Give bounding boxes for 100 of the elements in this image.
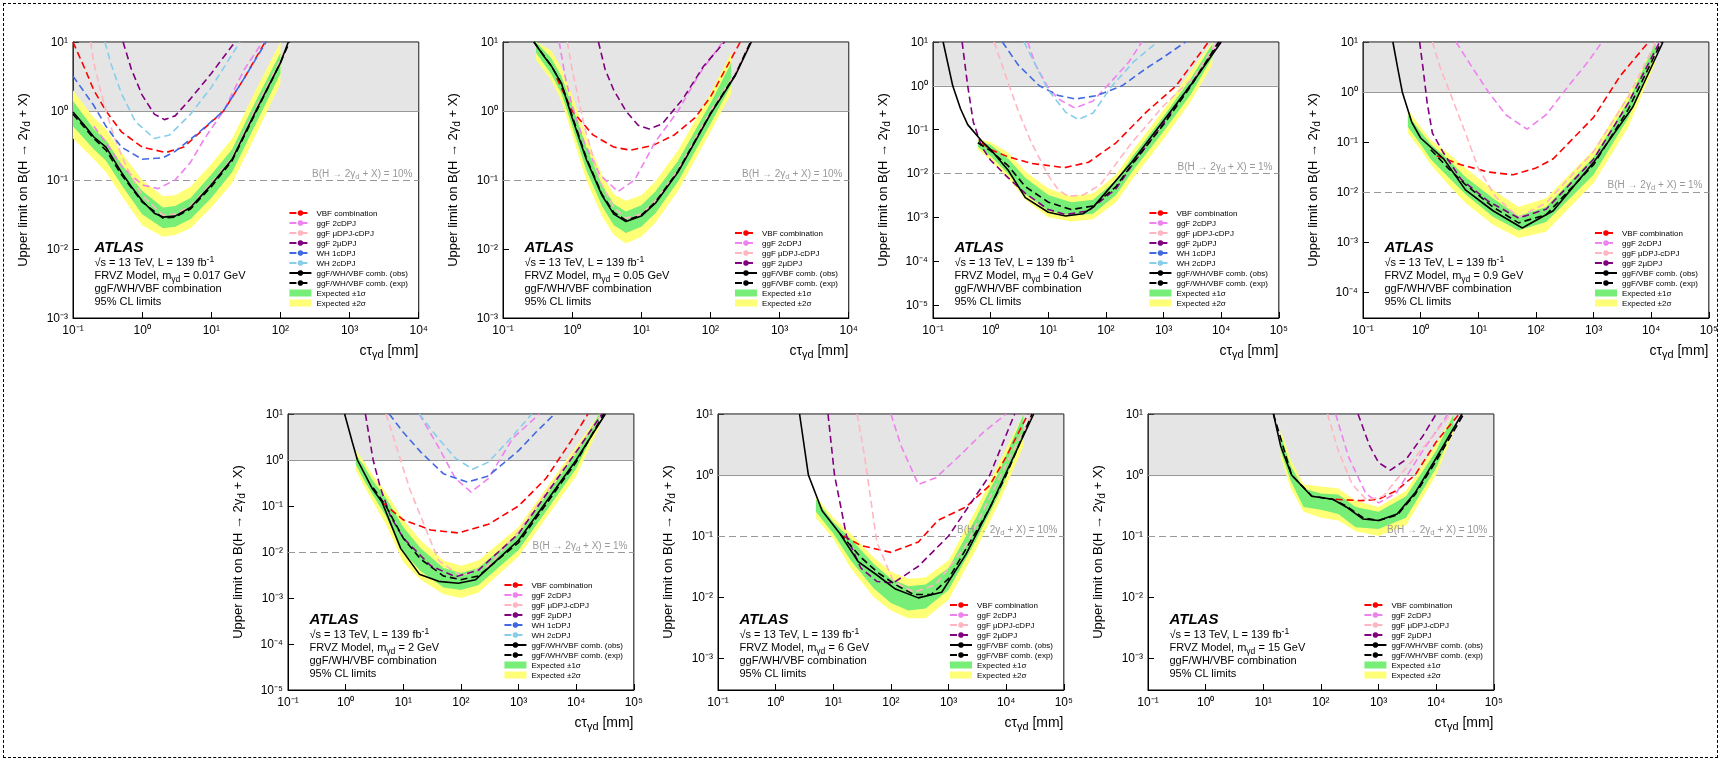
- ref-line-label: B(H → 2γ$_{d}$ + X) = 1%: [1177, 160, 1273, 175]
- legend-label: ggF/WH/VBF comb. (obs): [315, 268, 408, 278]
- legend-label: ggF 2cDPJ: [315, 218, 356, 228]
- x-tick-label: 10⁻¹: [1351, 323, 1374, 337]
- x-tick-label: 10¹: [1469, 323, 1487, 337]
- x-tick-label: 10¹: [202, 323, 220, 337]
- legend-label: ggF/WH/VBF comb. (exp): [1390, 650, 1483, 660]
- y-tick-label: 10⁻²: [476, 242, 498, 256]
- x-tick-label: 10¹: [824, 695, 842, 709]
- x-tick-label: 10²: [1096, 323, 1115, 337]
- y-tick-label: 10⁻³: [906, 210, 928, 225]
- annotation: 95% CL limits: [739, 667, 807, 680]
- x-tick-label: 10²: [701, 323, 719, 337]
- ref-line-label: B(H → 2γ$_{d}$ + X) = 10%: [312, 167, 413, 181]
- legend-label: ggF 2cDPJ: [1621, 238, 1662, 248]
- legend-label: ggF/VBF comb. (exp): [976, 650, 1053, 660]
- annotation: √s = 13 TeV, L = 139 fb$^{-1}$: [309, 626, 430, 641]
- legend-label: ggF/WH/VBF comb. (exp): [315, 278, 408, 288]
- annotation: ggF/WH/VBF combination: [94, 282, 222, 295]
- legend-label: ggF/WH/VBF comb. (obs): [1390, 640, 1483, 650]
- legend-label: VBF combination: [315, 208, 377, 218]
- legend-label: VBF combination: [976, 600, 1038, 610]
- x-tick-label: 10³: [1154, 323, 1172, 337]
- x-tick-label: 10¹: [632, 323, 650, 337]
- x-tick-label: 10³: [770, 323, 788, 337]
- annotation: 95% CL limits: [524, 295, 592, 308]
- y-tick-label: 10⁻¹: [1121, 529, 1143, 544]
- y-tick-label: 10⁰: [910, 78, 928, 93]
- legend-label: VBF combination: [761, 228, 823, 238]
- annotation: FRVZ Model, m$_{γd}$ = 0.017 GeV: [94, 269, 246, 284]
- legend-label: ggF/WH/VBF comb. (exp): [1175, 278, 1268, 288]
- x-tick-label: 10²: [1311, 695, 1330, 709]
- x-tick-label: 10⁰: [766, 695, 784, 709]
- y-tick-label: 10⁰: [265, 453, 283, 467]
- x-tick-label: 10⁴: [1641, 323, 1660, 337]
- legend-label: ggF 2cDPJ: [1175, 218, 1216, 228]
- annotation: ggF/WH/VBF combination: [309, 654, 437, 667]
- x-tick-label: 10²: [451, 695, 470, 709]
- y-tick-label: 10⁰: [1125, 468, 1143, 483]
- y-tick-label: 10¹: [1125, 407, 1143, 421]
- y-tick-label: 10⁻²: [906, 166, 928, 181]
- annotation: ggF/WH/VBF combination: [954, 282, 1082, 295]
- legend-label: ggF 2μDPJ: [315, 238, 357, 248]
- legend-label: Expected ±2σ: [1175, 298, 1226, 308]
- legend-label: ggF 2cDPJ: [530, 590, 571, 600]
- y-tick-label: 10⁻²: [1121, 590, 1143, 605]
- x-tick-label: 10⁵: [1054, 695, 1073, 709]
- x-tick-label: 10⁴: [1211, 323, 1230, 337]
- legend-label: ggF 2cDPJ: [1390, 610, 1431, 620]
- annotation: ggF/WH/VBF combination: [739, 654, 867, 667]
- y-tick-label: 10¹: [50, 35, 68, 49]
- x-tick-label: 10⁵: [624, 695, 643, 709]
- x-tick-label: 10²: [881, 695, 900, 709]
- y-tick-label: 10⁻²: [261, 545, 283, 559]
- legend-label: Expected ±1σ: [315, 288, 366, 298]
- legend-label: Expected ±2σ: [1621, 298, 1671, 308]
- y-tick-label: 10⁻³: [691, 651, 713, 666]
- x-tick-label: 10⁻¹: [1136, 695, 1159, 709]
- legend-label: ggF/WH/VBF comb. (obs): [530, 640, 623, 650]
- annotation: ATLAS: [309, 610, 359, 628]
- legend-label: WH 1cDPJ: [315, 248, 356, 258]
- legend-label: Expected ±1σ: [761, 288, 811, 298]
- x-tick-label: 10⁵: [1269, 323, 1288, 337]
- y-tick-label: 10¹: [1340, 35, 1358, 49]
- x-tick-label: 10⁻¹: [706, 695, 729, 709]
- legend-label: WH 2cDPJ: [315, 258, 356, 268]
- x-tick-label: 10³: [340, 323, 358, 337]
- y-tick-label: 10⁻¹: [1336, 134, 1358, 149]
- ref-line-label: B(H → 2γ$_{d}$ + X) = 10%: [742, 167, 843, 181]
- x-axis-title: cτ$_{γd}$ [mm]: [1434, 714, 1494, 733]
- legend-label: VBF combination: [1621, 228, 1683, 238]
- legend-label: VBF combination: [530, 580, 592, 590]
- y-tick-label: 10⁻⁵: [260, 683, 283, 697]
- x-axis-title: cτ$_{γd}$ [mm]: [359, 342, 419, 361]
- annotation: FRVZ Model, m$_{γd}$ = 6 GeV: [739, 641, 870, 656]
- y-tick-label: 10⁻⁴: [904, 254, 928, 269]
- y-tick-label: 10⁻³: [1121, 651, 1143, 666]
- x-tick-label: 10¹: [1039, 323, 1057, 337]
- y-tick-label: 10⁻²: [691, 590, 713, 605]
- annotation: FRVZ Model, m$_{γd}$ = 15 GeV: [1169, 641, 1306, 656]
- legend-label: WH 1cDPJ: [1175, 248, 1216, 258]
- legend-label: Expected ±1σ: [1175, 288, 1226, 298]
- x-tick-label: 10³: [1584, 323, 1602, 337]
- y-tick-label: 10¹: [480, 35, 498, 49]
- y-tick-label: 10⁻³: [261, 591, 283, 605]
- y-tick-label: 10⁻⁵: [905, 297, 928, 312]
- legend-label: ggF 2cDPJ: [976, 610, 1017, 620]
- annotation: 95% CL limits: [954, 295, 1022, 308]
- legend-label: Expected ±2σ: [1390, 670, 1441, 680]
- y-tick-label: 10⁻¹: [476, 173, 498, 187]
- y-tick-label: 10⁻¹: [906, 122, 928, 137]
- y-tick-label: 10⁻³: [476, 311, 498, 325]
- annotation: √s = 13 TeV, L = 139 fb$^{-1}$: [524, 254, 645, 269]
- legend-label: VBF combination: [1390, 600, 1452, 610]
- x-tick-label: 10⁻¹: [921, 323, 944, 337]
- x-tick-label: 10⁴: [408, 323, 428, 337]
- x-tick-label: 10⁴: [1426, 695, 1445, 709]
- y-tick-label: 10⁰: [695, 468, 713, 483]
- legend-label: ggF μDPJ-cDPJ: [530, 600, 589, 610]
- x-tick-label: 10¹: [394, 695, 412, 709]
